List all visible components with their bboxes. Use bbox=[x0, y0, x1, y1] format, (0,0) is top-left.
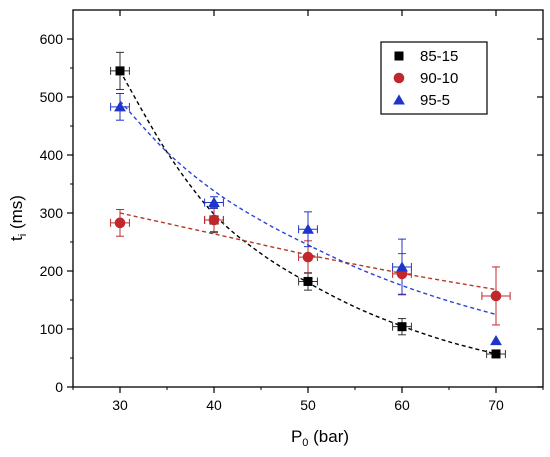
x-tick-label: 30 bbox=[112, 397, 128, 413]
y-tick-label: 400 bbox=[40, 147, 64, 163]
y-tick-label: 200 bbox=[40, 263, 64, 279]
fit-curve-85-15 bbox=[119, 70, 497, 355]
legend-label-95-5: 95-5 bbox=[420, 92, 450, 109]
x-axis-ticks: 30 40 50 60 70 bbox=[72, 10, 544, 413]
point-85-15-30 bbox=[115, 66, 125, 76]
point-95-5-50 bbox=[302, 223, 314, 234]
legend: 85-15 90-10 95-5 bbox=[380, 41, 488, 115]
x-tick-label: 60 bbox=[394, 397, 410, 413]
y-tick-label: 500 bbox=[40, 89, 64, 105]
point-85-15-60 bbox=[397, 322, 407, 332]
x-axis-title: P0 (bar) bbox=[291, 427, 349, 449]
point-95-5-70 bbox=[490, 334, 502, 346]
x-tick-label: 50 bbox=[300, 397, 316, 413]
error-bar-95-5 bbox=[392, 238, 412, 296]
x-tick-label: 70 bbox=[488, 397, 504, 413]
point-85-15-50 bbox=[303, 276, 313, 286]
point-90-10-70 bbox=[490, 290, 502, 302]
legend-marker-85-15 bbox=[394, 51, 404, 61]
legend-marker-90-10 bbox=[393, 72, 405, 84]
legend-marker-95-5 bbox=[393, 94, 405, 105]
error-bar-95-5 bbox=[110, 93, 130, 121]
x-tick-label: 40 bbox=[206, 397, 222, 413]
data-markers bbox=[114, 66, 502, 359]
y-axis-title: ti (ms) bbox=[7, 195, 29, 241]
point-90-10-30 bbox=[114, 217, 126, 229]
y-tick-label: 100 bbox=[40, 321, 64, 337]
y-tick-label: 600 bbox=[40, 31, 64, 47]
error-bars bbox=[110, 51, 511, 358]
point-95-5-60 bbox=[396, 261, 408, 272]
y-axis-ticks: 0 100 200 300 400 500 600 bbox=[40, 31, 543, 395]
point-90-10-40 bbox=[208, 214, 220, 226]
y-tick-label: 0 bbox=[55, 379, 63, 395]
point-95-5-40 bbox=[208, 196, 220, 208]
point-95-5-30 bbox=[114, 101, 126, 112]
point-85-15-70 bbox=[491, 349, 501, 359]
y-tick-label: 300 bbox=[40, 205, 64, 221]
legend-label-85-15: 85-15 bbox=[420, 48, 458, 65]
legend-label-90-10: 90-10 bbox=[420, 70, 458, 87]
point-90-10-50 bbox=[302, 251, 314, 263]
